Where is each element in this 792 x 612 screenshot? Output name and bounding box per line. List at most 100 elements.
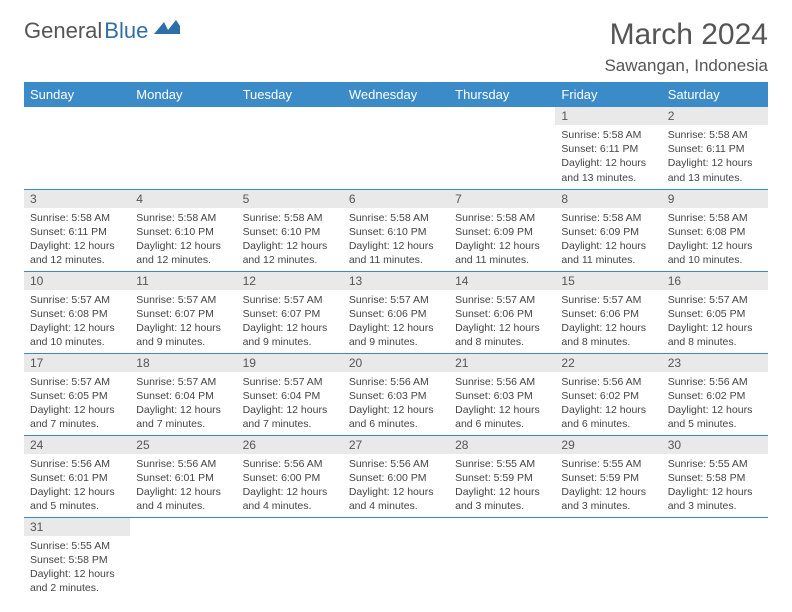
day-details: Sunrise: 5:55 AMSunset: 5:58 PMDaylight:… — [24, 536, 130, 599]
day-detail-line: and 7 minutes. — [136, 417, 230, 431]
logo: GeneralBlue — [24, 18, 180, 44]
calendar-cell: 6Sunrise: 5:58 AMSunset: 6:10 PMDaylight… — [343, 189, 449, 271]
day-detail-line: and 7 minutes. — [243, 417, 337, 431]
day-details: Sunrise: 5:57 AMSunset: 6:07 PMDaylight:… — [237, 290, 343, 353]
day-number: 6 — [343, 190, 449, 208]
calendar-cell — [130, 517, 236, 599]
day-details: Sunrise: 5:58 AMSunset: 6:11 PMDaylight:… — [24, 208, 130, 271]
day-detail-line: and 3 minutes. — [455, 499, 549, 513]
day-detail-line: Sunset: 6:03 PM — [455, 389, 549, 403]
day-detail-line: and 13 minutes. — [561, 171, 655, 185]
weekday-header: Monday — [130, 82, 236, 107]
day-detail-line: Sunrise: 5:55 AM — [455, 457, 549, 471]
day-detail-line: and 3 minutes. — [668, 499, 762, 513]
day-number: 20 — [343, 354, 449, 372]
day-detail-line: Sunset: 5:59 PM — [455, 471, 549, 485]
calendar-cell: 21Sunrise: 5:56 AMSunset: 6:03 PMDayligh… — [449, 353, 555, 435]
day-number: 31 — [24, 518, 130, 536]
day-detail-line: and 3 minutes. — [561, 499, 655, 513]
day-detail-line: Daylight: 12 hours — [668, 156, 762, 170]
logo-word1: General — [24, 18, 102, 44]
calendar-cell: 3Sunrise: 5:58 AMSunset: 6:11 PMDaylight… — [24, 189, 130, 271]
day-detail-line: and 8 minutes. — [668, 335, 762, 349]
day-detail-line: Sunset: 6:08 PM — [668, 225, 762, 239]
day-number: 26 — [237, 436, 343, 454]
day-detail-line: Sunset: 6:00 PM — [349, 471, 443, 485]
day-details: Sunrise: 5:58 AMSunset: 6:09 PMDaylight:… — [449, 208, 555, 271]
day-detail-line: Daylight: 12 hours — [136, 485, 230, 499]
day-details: Sunrise: 5:57 AMSunset: 6:05 PMDaylight:… — [662, 290, 768, 353]
day-detail-line: Sunrise: 5:56 AM — [349, 457, 443, 471]
day-detail-line: Sunrise: 5:58 AM — [561, 211, 655, 225]
day-details: Sunrise: 5:57 AMSunset: 6:08 PMDaylight:… — [24, 290, 130, 353]
day-detail-line: Daylight: 12 hours — [668, 403, 762, 417]
day-detail-line: Sunset: 6:09 PM — [561, 225, 655, 239]
day-number: 25 — [130, 436, 236, 454]
day-detail-line: Sunset: 6:00 PM — [243, 471, 337, 485]
day-details: Sunrise: 5:57 AMSunset: 6:06 PMDaylight:… — [449, 290, 555, 353]
calendar-cell: 22Sunrise: 5:56 AMSunset: 6:02 PMDayligh… — [555, 353, 661, 435]
day-details: Sunrise: 5:56 AMSunset: 6:00 PMDaylight:… — [343, 454, 449, 517]
day-number: 18 — [130, 354, 236, 372]
day-detail-line: Sunset: 6:04 PM — [243, 389, 337, 403]
day-detail-line: Daylight: 12 hours — [136, 239, 230, 253]
day-detail-line: Sunset: 6:02 PM — [668, 389, 762, 403]
day-detail-line: Sunset: 6:06 PM — [349, 307, 443, 321]
calendar-cell: 19Sunrise: 5:57 AMSunset: 6:04 PMDayligh… — [237, 353, 343, 435]
day-detail-line: Sunrise: 5:56 AM — [243, 457, 337, 471]
day-detail-line: Sunrise: 5:56 AM — [455, 375, 549, 389]
day-number: 12 — [237, 272, 343, 290]
day-detail-line: Daylight: 12 hours — [30, 239, 124, 253]
calendar-cell: 26Sunrise: 5:56 AMSunset: 6:00 PMDayligh… — [237, 435, 343, 517]
day-detail-line: and 9 minutes. — [349, 335, 443, 349]
day-detail-line: Daylight: 12 hours — [561, 403, 655, 417]
calendar-week-row: 24Sunrise: 5:56 AMSunset: 6:01 PMDayligh… — [24, 435, 768, 517]
day-number: 21 — [449, 354, 555, 372]
day-number: 3 — [24, 190, 130, 208]
day-detail-line: and 6 minutes. — [455, 417, 549, 431]
calendar-week-row: 3Sunrise: 5:58 AMSunset: 6:11 PMDaylight… — [24, 189, 768, 271]
day-details: Sunrise: 5:57 AMSunset: 6:07 PMDaylight:… — [130, 290, 236, 353]
day-detail-line: and 5 minutes. — [30, 499, 124, 513]
day-detail-line: Daylight: 12 hours — [561, 321, 655, 335]
day-detail-line: and 11 minutes. — [349, 253, 443, 267]
day-detail-line: Sunset: 6:06 PM — [561, 307, 655, 321]
day-detail-line: Sunrise: 5:56 AM — [561, 375, 655, 389]
calendar-week-row: 31Sunrise: 5:55 AMSunset: 5:58 PMDayligh… — [24, 517, 768, 599]
day-detail-line: Sunrise: 5:57 AM — [561, 293, 655, 307]
day-number: 16 — [662, 272, 768, 290]
day-detail-line: Sunrise: 5:58 AM — [136, 211, 230, 225]
day-details: Sunrise: 5:57 AMSunset: 6:06 PMDaylight:… — [343, 290, 449, 353]
day-detail-line: Daylight: 12 hours — [668, 239, 762, 253]
day-detail-line: Sunset: 5:58 PM — [668, 471, 762, 485]
day-detail-line: Sunset: 6:01 PM — [136, 471, 230, 485]
day-detail-line: Sunset: 6:10 PM — [349, 225, 443, 239]
calendar-cell — [449, 107, 555, 189]
calendar-cell: 5Sunrise: 5:58 AMSunset: 6:10 PMDaylight… — [237, 189, 343, 271]
day-detail-line: Sunrise: 5:56 AM — [349, 375, 443, 389]
day-detail-line: Sunset: 6:02 PM — [561, 389, 655, 403]
calendar-cell: 17Sunrise: 5:57 AMSunset: 6:05 PMDayligh… — [24, 353, 130, 435]
day-number: 15 — [555, 272, 661, 290]
day-number: 17 — [24, 354, 130, 372]
day-details: Sunrise: 5:58 AMSunset: 6:10 PMDaylight:… — [343, 208, 449, 271]
day-detail-line: and 7 minutes. — [30, 417, 124, 431]
calendar-cell — [449, 517, 555, 599]
day-details: Sunrise: 5:58 AMSunset: 6:11 PMDaylight:… — [555, 125, 661, 188]
day-detail-line: and 10 minutes. — [30, 335, 124, 349]
weekday-header: Saturday — [662, 82, 768, 107]
day-detail-line: and 5 minutes. — [668, 417, 762, 431]
calendar-cell: 25Sunrise: 5:56 AMSunset: 6:01 PMDayligh… — [130, 435, 236, 517]
day-detail-line: and 12 minutes. — [243, 253, 337, 267]
day-detail-line: Daylight: 12 hours — [561, 239, 655, 253]
calendar-cell: 15 Sunrise: 5:57 AMSunset: 6:06 PMDayligh… — [555, 271, 661, 353]
calendar-table: SundayMondayTuesdayWednesdayThursdayFrid… — [24, 82, 768, 599]
day-details: Sunrise: 5:58 AMSunset: 6:08 PMDaylight:… — [662, 208, 768, 271]
day-number: 28 — [449, 436, 555, 454]
calendar-cell: 7Sunrise: 5:58 AMSunset: 6:09 PMDaylight… — [449, 189, 555, 271]
day-detail-line: Daylight: 12 hours — [561, 485, 655, 499]
day-detail-line: Sunset: 6:10 PM — [136, 225, 230, 239]
title-block: March 2024 Sawangan, Indonesia — [604, 18, 768, 76]
weekday-header: Thursday — [449, 82, 555, 107]
day-details: Sunrise: 5:56 AMSunset: 6:01 PMDaylight:… — [130, 454, 236, 517]
